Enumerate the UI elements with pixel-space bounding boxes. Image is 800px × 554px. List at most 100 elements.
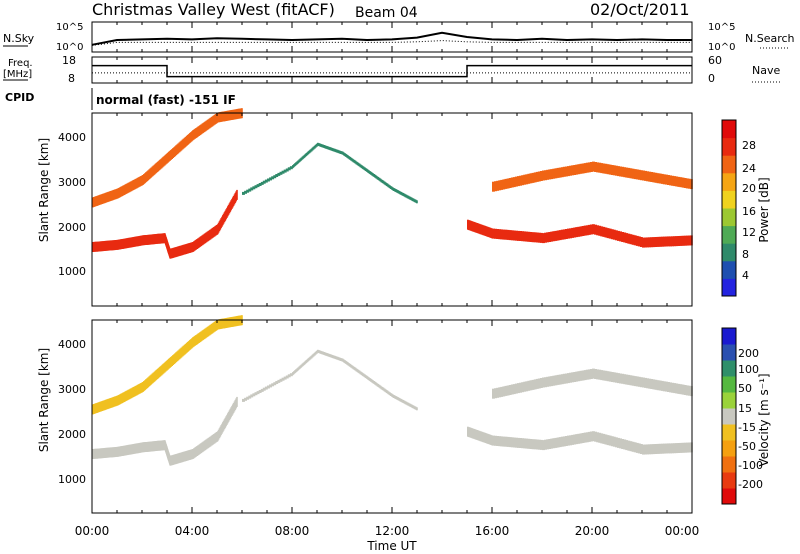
- velocity-cell: [96, 448, 98, 459]
- power-cell: [548, 169, 552, 180]
- power-cell: [305, 153, 308, 156]
- velocity-cell: [646, 378, 650, 389]
- velocity-colorbar-label: Velocity [m s⁻¹]: [757, 373, 771, 466]
- velocity-cell: [184, 451, 187, 462]
- velocity-cell: [188, 340, 191, 351]
- velocity-cell: [633, 376, 637, 387]
- velocity-cell: [129, 388, 132, 399]
- xtick-2000: 20:00: [575, 524, 610, 538]
- power-cell: [379, 178, 382, 182]
- velocity-cell: [143, 381, 145, 392]
- power-cell: [312, 146, 315, 150]
- power-cell: [214, 225, 217, 236]
- power-cell: [664, 174, 668, 185]
- velocity-cell: [397, 397, 399, 401]
- power-cell: [316, 143, 318, 147]
- power-cell: [646, 237, 650, 248]
- power-cell: [376, 176, 379, 180]
- velocity-cell: [506, 436, 510, 447]
- power-cell: [183, 137, 186, 148]
- vel-cbar-tick-15: 15: [738, 402, 752, 415]
- power-cell: [353, 159, 356, 163]
- velocity-cell: [478, 430, 481, 441]
- velocity-cell: [150, 441, 153, 452]
- power-cell: [141, 235, 143, 246]
- power-cell: [492, 181, 495, 192]
- velocity-cell: [619, 373, 622, 384]
- velocity-cell: [504, 436, 508, 447]
- velocity-cell: [400, 398, 403, 402]
- velocity-colorbar-swatch-5: [722, 408, 736, 425]
- power-cell: [339, 151, 342, 154]
- velocity-cell: [652, 379, 656, 390]
- power-cell: [556, 167, 560, 178]
- power-cell: [170, 149, 172, 160]
- power-cell: [120, 186, 122, 197]
- velocity-cell: [550, 438, 554, 449]
- power-cell: [571, 227, 575, 238]
- power-cell: [177, 246, 179, 257]
- power-cell: [256, 184, 260, 188]
- power-cell: [222, 111, 224, 122]
- velocity-cell: [629, 375, 633, 386]
- power-cell: [97, 195, 99, 206]
- velocity-cell: [98, 402, 101, 413]
- velocity-cell: [350, 364, 353, 368]
- power-cell: [644, 170, 647, 181]
- xtick-2400: 00:00: [665, 524, 700, 538]
- power-cell: [337, 150, 340, 154]
- velocity-cell: [667, 443, 670, 454]
- velocity-cell: [130, 444, 133, 455]
- velocity-colorbar-swatch-1: [722, 472, 736, 489]
- velocity-cell: [385, 390, 388, 393]
- vel-cbar-tick-m200: -200: [738, 478, 763, 491]
- power-cell: [406, 195, 409, 199]
- velocity-cell: [662, 443, 666, 454]
- beam-label: Beam 04: [355, 5, 418, 21]
- power-cell: [146, 234, 149, 245]
- power-colorbar-swatch-8: [722, 137, 736, 156]
- power-cell: [589, 162, 593, 172]
- velocity-cell: [202, 329, 205, 340]
- velocity-cell: [193, 448, 195, 459]
- velocity-cell: [155, 441, 157, 451]
- power-cell: [218, 112, 220, 123]
- velocity-cell: [183, 344, 186, 355]
- velocity-cell: [116, 395, 118, 406]
- power-cell: [254, 185, 258, 189]
- power-cell: [307, 151, 310, 155]
- velocity-cell: [573, 434, 577, 445]
- velocity-cell: [477, 430, 480, 441]
- power-cell: [232, 109, 235, 120]
- power-cell: [112, 240, 115, 251]
- velocity-cell: [627, 440, 631, 451]
- velocity-cell: [527, 438, 531, 449]
- velocity-cell: [185, 342, 188, 353]
- velocity-cell: [150, 374, 153, 385]
- power-cell: [329, 147, 332, 151]
- power-cell: [122, 238, 124, 249]
- power-cell: [185, 135, 188, 146]
- power-cell: [145, 172, 147, 183]
- velocity-cell: [218, 319, 220, 330]
- velocity-cell: [201, 330, 204, 341]
- velocity-cell: [494, 435, 497, 446]
- power-cell: [671, 236, 675, 247]
- power-cell: [194, 128, 196, 139]
- power-cell: [525, 174, 529, 185]
- power-cell: [95, 241, 97, 252]
- power-cell: [556, 230, 560, 241]
- power-cell: [542, 233, 545, 244]
- power-cell: [209, 229, 212, 240]
- power-cell: [178, 245, 181, 256]
- power-cell: [171, 149, 173, 159]
- power-cell: [168, 151, 170, 162]
- velocity-cell: [122, 392, 124, 403]
- velocity-cell: [560, 374, 564, 385]
- velocity-cell: [575, 371, 579, 382]
- velocity-cell: [114, 447, 117, 457]
- velocity-cell: [376, 383, 379, 387]
- power-cell: [93, 197, 95, 207]
- power-cell: [162, 156, 165, 167]
- power-cell: [164, 154, 167, 165]
